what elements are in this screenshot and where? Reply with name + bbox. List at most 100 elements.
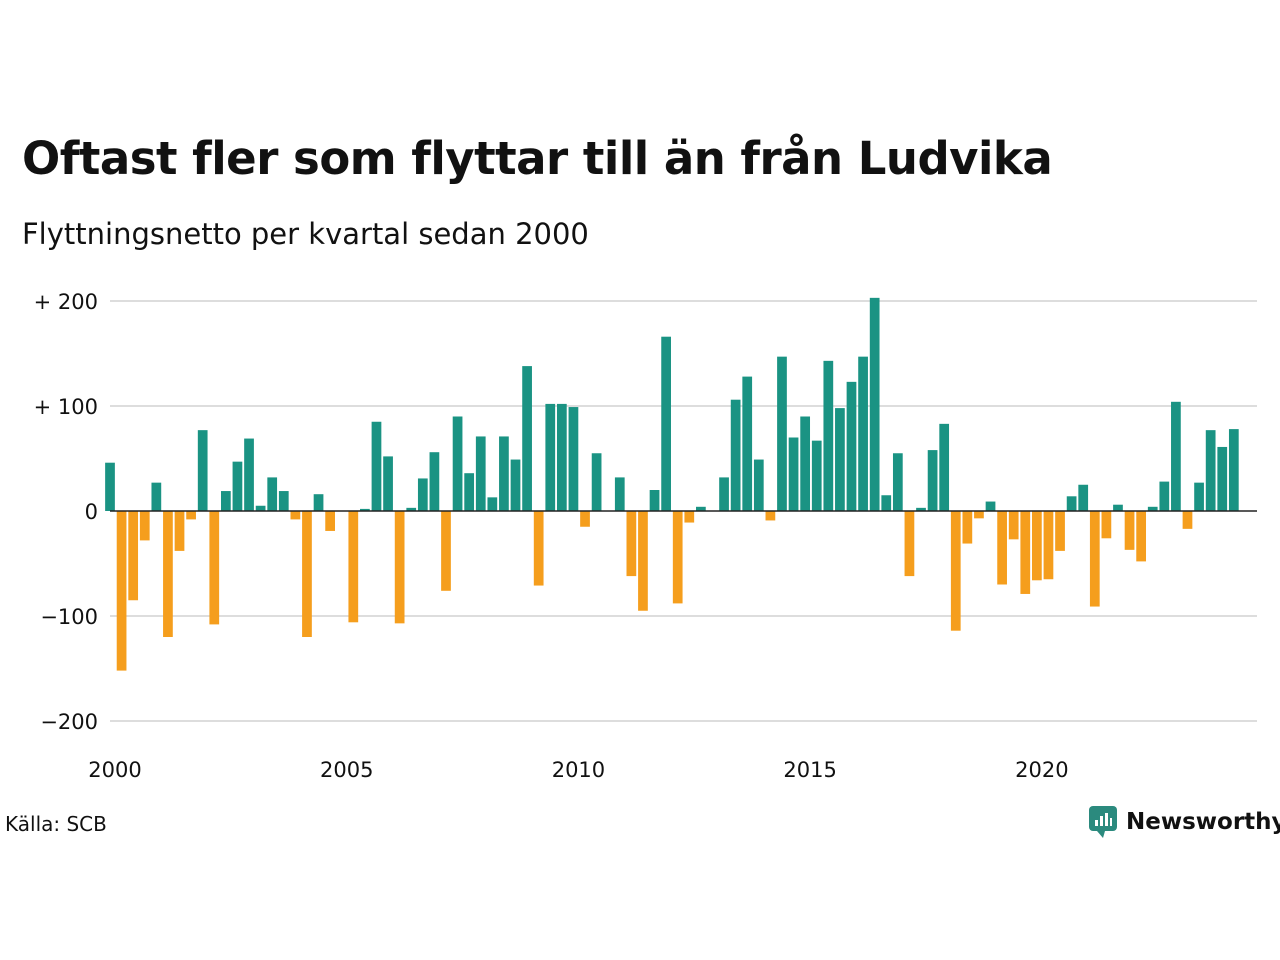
bar [591,453,602,511]
bar [800,416,811,511]
x-tick-label: 2010 [552,758,605,782]
bar [371,421,382,511]
bar [1124,511,1135,550]
bar [684,511,695,523]
bar [765,511,776,521]
bar [696,506,706,511]
gridlines [110,300,1257,722]
bar [278,491,289,511]
bar [1078,484,1089,511]
bar [1089,511,1100,607]
bar [904,511,915,577]
bar [858,356,868,511]
chart-subtitle: Flyttningsnetto per kvartal sedan 2000 [22,217,589,251]
bar [1055,511,1065,551]
y-tick-label: 0 [85,500,98,524]
bar [1217,446,1228,511]
bar [556,403,567,511]
bar [290,511,301,520]
bar [220,491,231,511]
bar [1101,511,1112,539]
bar [950,511,961,631]
bar [186,511,196,520]
bar [1008,511,1019,540]
bar-chart: + 200 + 100 0 −100 −200 2000 2005 2010 2015 2020 [34,290,1257,782]
bar [209,511,220,625]
bar [116,511,127,671]
y-axis-ticks: + 200 + 100 0 −100 −200 [34,290,98,734]
bar [1020,511,1031,594]
bar [580,511,590,527]
bar [475,436,486,511]
bar [510,459,521,511]
bar [985,501,996,511]
bar [1228,429,1239,511]
bar [719,477,729,511]
bar [325,511,335,531]
y-tick-label: −200 [40,710,98,734]
bar [499,436,509,511]
bar [302,511,312,637]
bar [916,507,926,511]
bar [487,497,498,511]
bar [962,511,973,544]
bar [383,456,393,511]
bar [927,450,938,511]
x-tick-label: 2005 [320,758,373,782]
bar [406,507,417,511]
bar [974,511,984,519]
bar [533,511,544,586]
bar [869,297,880,511]
bar [626,511,637,577]
bar [568,407,579,511]
y-tick-label: −100 [40,605,98,629]
bar [255,505,266,511]
bars [105,297,1239,671]
bar [139,511,150,541]
bar [661,336,671,511]
bar [811,440,822,511]
bar [1032,511,1042,581]
bar [788,437,799,511]
bar [244,438,254,511]
bar [1159,481,1170,511]
bar [742,376,753,511]
bar [1043,511,1054,580]
bar [441,511,451,591]
bar [1205,430,1216,511]
bar [105,462,115,511]
bar [197,430,208,511]
bar [464,473,475,511]
bar [835,408,845,511]
y-tick-label: + 200 [34,290,98,314]
bar [638,511,648,611]
bar [672,511,683,604]
chart-title: Oftast fler som flyttar till än från Lud… [22,132,1053,185]
bar [823,360,834,511]
bar [939,423,950,511]
bar [128,511,139,601]
bar [649,490,660,511]
bar [846,381,857,511]
bar [313,494,324,511]
bar [1182,511,1193,529]
newsworthy-logo-icon [1089,806,1117,838]
bar [174,511,185,551]
bar [730,399,741,511]
bar [267,477,278,511]
bar [753,459,764,511]
bar [1147,506,1158,511]
bar [1066,496,1077,511]
bar [777,356,787,511]
bar [522,366,532,511]
bar [892,453,903,511]
bar [545,403,556,511]
bar [881,495,892,511]
bar [1136,511,1147,562]
bar [163,511,173,637]
bar [1113,504,1123,511]
bar [1171,401,1181,511]
bar [232,461,243,511]
bar [452,416,463,511]
x-tick-label: 2000 [88,758,141,782]
